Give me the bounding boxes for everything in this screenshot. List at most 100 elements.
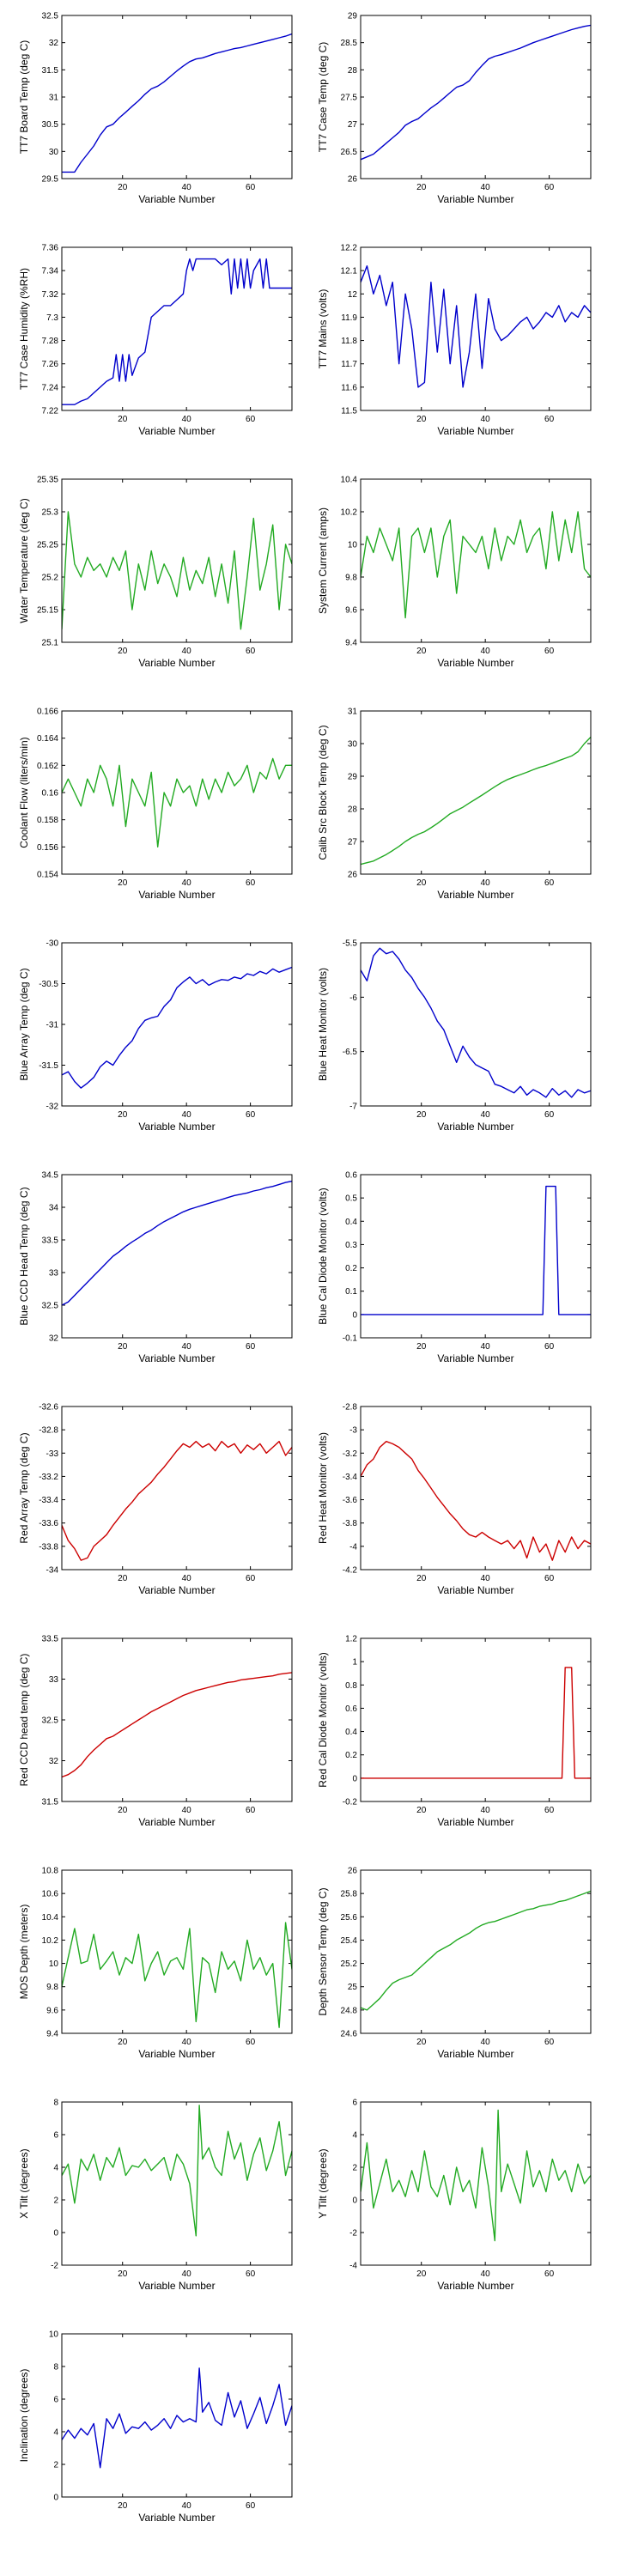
plot-frame bbox=[61, 1637, 293, 1802]
y-tick-label: 25.1 bbox=[42, 639, 59, 648]
series-line bbox=[62, 511, 292, 630]
chart-3-group: 7.22 7.24 7.26 7.28 7.3 7.32 7.34 7.36 20 40 60 Var… bbox=[18, 244, 293, 437]
y-tick-label: 29 bbox=[348, 773, 358, 782]
plot-frame bbox=[360, 478, 592, 643]
plot-frame bbox=[61, 710, 293, 875]
plot-frame bbox=[360, 2101, 592, 2266]
y-tick-label: 9.6 bbox=[46, 2006, 58, 2015]
y-tick-label: 6 bbox=[352, 2099, 357, 2108]
y-tick-label: 29.5 bbox=[42, 175, 59, 185]
y-tick-label: 0.156 bbox=[37, 843, 58, 853]
series-line bbox=[361, 1185, 591, 1315]
y-axis-label: Blue Array Temp (deg C) bbox=[18, 968, 30, 1080]
x-tick-label: 40 bbox=[481, 1806, 491, 1815]
y-tick-label: -32.8 bbox=[39, 1426, 58, 1436]
series-line bbox=[62, 2367, 292, 2469]
chart-5-group: 25.1 25.15 25.2 25.25 25.3 25.35 20 40 60 Variabl… bbox=[18, 476, 293, 669]
x-tick-label: 60 bbox=[246, 1110, 256, 1120]
y-tick-label: 25.2 bbox=[341, 1959, 358, 1969]
y-tick-label: 11.5 bbox=[341, 407, 357, 416]
y-tick-label: 10 bbox=[49, 2330, 59, 2340]
y-tick-label: -31.5 bbox=[39, 1061, 58, 1071]
y-tick-label: 0.2 bbox=[345, 1751, 357, 1760]
y-tick-label: 9.4 bbox=[345, 639, 357, 648]
y-tick-label: 7.26 bbox=[42, 360, 59, 369]
x-tick-label: 20 bbox=[118, 878, 128, 888]
y-tick-label: 0.4 bbox=[345, 1728, 357, 1737]
x-tick-label: 40 bbox=[481, 2038, 491, 2047]
x-tick-label: 60 bbox=[544, 2038, 555, 2047]
y-tick-label: 25 bbox=[348, 1983, 358, 1992]
y-tick-label: -2 bbox=[51, 2262, 58, 2271]
y-tick-label: 9.8 bbox=[46, 1983, 58, 1992]
y-tick-label: 0 bbox=[53, 2494, 58, 2503]
chart-7-group: 0.154 0.156 0.158 0.16 0.162 0.164 0.166 20 40 60… bbox=[18, 708, 293, 901]
plot-frame bbox=[61, 1174, 293, 1339]
x-tick-label: 60 bbox=[246, 878, 256, 888]
y-tick-label: 28 bbox=[348, 805, 358, 815]
y-axis-label: Red Cal Diode Monitor (volts) bbox=[317, 1652, 329, 1787]
x-tick-label: 60 bbox=[544, 1806, 555, 1815]
series-line bbox=[361, 24, 591, 161]
y-tick-label: 32 bbox=[49, 1334, 59, 1344]
chart-13-group: -34 -33.8 -33.6 -33.4 -33.2 -33 -32.8 -32.6 20 40… bbox=[18, 1403, 293, 1596]
y-axis-label: Depth Sensor Temp (deg C) bbox=[317, 1887, 329, 2015]
x-tick-label: 40 bbox=[481, 647, 491, 656]
plot-frame bbox=[61, 2101, 293, 2266]
x-axis-label: Variable Number bbox=[138, 2048, 215, 2060]
x-tick-label: 40 bbox=[182, 1110, 192, 1120]
y-axis-label: Red Array Temp (deg C) bbox=[18, 1432, 30, 1543]
y-tick-label: 31.5 bbox=[42, 1798, 59, 1807]
y-tick-label: 28.5 bbox=[341, 39, 358, 48]
x-tick-label: 40 bbox=[182, 183, 192, 192]
x-tick-label: 20 bbox=[416, 647, 427, 656]
x-tick-label: 20 bbox=[416, 183, 427, 192]
x-tick-label: 40 bbox=[182, 878, 192, 888]
x-axis-label: Variable Number bbox=[437, 1584, 513, 1596]
y-tick-label: 11.6 bbox=[341, 383, 357, 392]
x-axis-label: Variable Number bbox=[437, 1121, 513, 1133]
y-tick-label: 27.5 bbox=[341, 94, 358, 103]
x-tick-label: 20 bbox=[118, 415, 128, 424]
x-tick-label: 40 bbox=[182, 1806, 192, 1815]
y-tick-label: 7.3 bbox=[46, 313, 58, 323]
y-tick-label: -30.5 bbox=[39, 980, 58, 989]
y-tick-label: 33.5 bbox=[42, 1635, 59, 1644]
y-tick-label: 7.34 bbox=[42, 267, 59, 276]
x-axis-label: Variable Number bbox=[138, 425, 215, 437]
x-tick-label: 60 bbox=[544, 647, 555, 656]
x-axis-label: Variable Number bbox=[437, 1816, 513, 1828]
x-axis-label: Variable Number bbox=[437, 2048, 513, 2060]
x-tick-label: 60 bbox=[544, 2269, 555, 2279]
plot-frame bbox=[61, 478, 293, 643]
chart-15-group: 31.5 32 32.5 33 33.5 20 40 60 Variable Number Red… bbox=[18, 1635, 293, 1828]
y-tick-label: 25.6 bbox=[341, 1913, 358, 1923]
y-tick-label: 7.24 bbox=[42, 383, 59, 392]
y-axis-label: Blue CCD Head Temp (deg C) bbox=[18, 1187, 30, 1325]
chart-6-group: 9.4 9.6 9.8 10 10.2 10.4 20 40 60 Variable Number… bbox=[317, 476, 592, 669]
y-tick-label: 7.36 bbox=[42, 244, 59, 253]
y-tick-label: -33.4 bbox=[39, 1496, 58, 1505]
y-tick-label: 0.3 bbox=[345, 1241, 357, 1250]
y-tick-label: 25.15 bbox=[37, 606, 58, 616]
chart-1-group: 29.5 30 30.5 31 31.5 32 32.5 20 40 60 Variable Num… bbox=[18, 12, 293, 205]
x-axis-label: Variable Number bbox=[138, 2280, 215, 2292]
plot-frame bbox=[360, 246, 592, 411]
series-line bbox=[62, 1922, 292, 2028]
y-tick-label: 12.2 bbox=[341, 244, 358, 253]
y-tick-label: 0.8 bbox=[345, 1681, 357, 1691]
y-tick-label: 2 bbox=[352, 2164, 357, 2173]
y-axis-label: TT7 Case Temp (deg C) bbox=[317, 42, 329, 153]
plot-frame bbox=[360, 1869, 592, 2034]
y-tick-label: 6 bbox=[53, 2396, 58, 2405]
y-tick-label: 31 bbox=[49, 94, 59, 103]
chart-14-group: -4.2 -4 -3.8 -3.6 -3.4 -3.2 -3 -2.8 20 40 60 Variab… bbox=[317, 1403, 592, 1596]
